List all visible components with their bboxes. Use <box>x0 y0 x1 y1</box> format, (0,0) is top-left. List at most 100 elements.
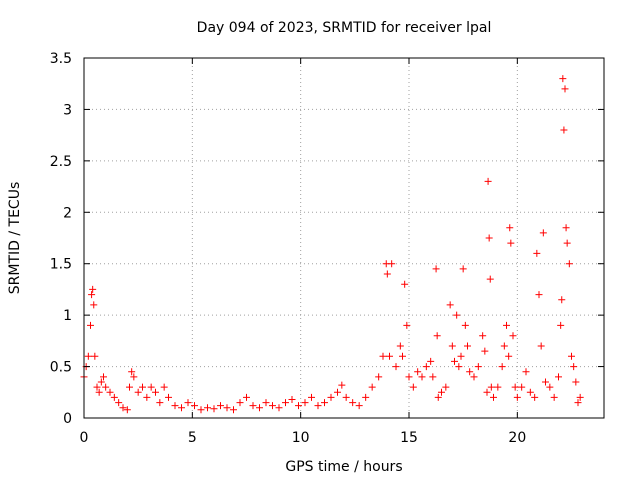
data-point <box>147 383 155 391</box>
data-point <box>269 402 276 410</box>
x-tick-label: 10 <box>292 430 310 446</box>
data-point <box>507 239 515 247</box>
data-point <box>459 265 467 273</box>
data-point <box>438 388 445 396</box>
data-point <box>503 321 510 329</box>
data-point <box>223 404 231 412</box>
data-point <box>89 285 97 293</box>
data-point <box>368 383 376 391</box>
data-point <box>409 383 417 391</box>
y-tick-label: 0 <box>63 411 72 427</box>
axis-ticks: 0 5 10 15 20 0 0.5 1 1.5 2 2.5 3 3.5 <box>50 51 604 446</box>
data-point <box>295 402 302 410</box>
data-point <box>403 321 411 329</box>
data-point <box>338 381 346 389</box>
data-point <box>422 363 430 371</box>
data-point <box>156 399 164 407</box>
data-point <box>479 332 487 340</box>
y-tick-label: 2.5 <box>50 154 72 170</box>
data-point <box>84 352 92 360</box>
data-point <box>128 368 136 376</box>
data-point <box>432 265 440 273</box>
data-point <box>457 352 465 360</box>
data-point <box>249 402 257 410</box>
data-point <box>87 321 94 329</box>
data-point <box>95 388 103 396</box>
data-point <box>563 239 571 247</box>
data-point <box>537 342 545 350</box>
data-point <box>282 399 289 407</box>
data-point <box>97 378 105 386</box>
data-point <box>562 224 570 232</box>
data-point <box>314 402 322 410</box>
data-point <box>494 383 502 391</box>
data-point <box>570 363 578 371</box>
data-point <box>509 332 517 340</box>
data-point <box>262 399 270 407</box>
data-point <box>236 399 244 407</box>
data-point <box>568 352 575 360</box>
data-point <box>451 357 458 365</box>
x-tick-label: 0 <box>80 430 89 446</box>
data-point <box>560 126 568 134</box>
data-point <box>546 383 554 391</box>
data-point <box>487 383 495 391</box>
data-point <box>464 342 471 350</box>
data-point <box>429 373 437 381</box>
data-point <box>243 393 250 401</box>
data-point <box>349 399 357 407</box>
data-point <box>93 383 101 391</box>
data-point <box>388 260 396 268</box>
grid-lines <box>84 58 604 418</box>
y-axis-label: SRMTID / TECUs <box>7 182 23 295</box>
data-point <box>90 301 98 309</box>
data-point <box>535 291 543 299</box>
data-point <box>518 383 526 391</box>
data-point <box>433 332 441 340</box>
data-point <box>379 352 387 360</box>
data-points <box>80 75 584 414</box>
data-point <box>490 393 497 401</box>
data-point <box>152 388 159 396</box>
data-point <box>461 321 469 329</box>
y-tick-label: 0.5 <box>50 360 72 376</box>
data-point <box>191 402 198 410</box>
x-tick-label: 15 <box>400 430 418 446</box>
data-point <box>110 393 118 401</box>
data-point <box>106 388 114 396</box>
data-point <box>446 301 454 309</box>
data-point <box>184 399 192 407</box>
data-point <box>539 229 547 237</box>
data-point <box>481 347 489 355</box>
data-point <box>91 352 99 360</box>
data-point <box>334 388 341 396</box>
data-point <box>399 352 406 360</box>
data-point <box>466 368 474 376</box>
data-point <box>139 383 146 391</box>
data-point <box>134 388 142 396</box>
data-point <box>165 393 172 401</box>
data-point <box>204 404 211 412</box>
data-point <box>474 363 482 371</box>
chart-title: Day 094 of 2023, SRMTID for receiver lpa… <box>197 20 492 36</box>
data-point <box>470 373 478 381</box>
data-point <box>442 383 450 391</box>
data-point <box>558 296 566 304</box>
data-point <box>217 402 224 410</box>
data-point <box>119 404 127 412</box>
y-tick-label: 2 <box>63 205 72 221</box>
data-point <box>230 406 237 414</box>
plot-frame <box>83 57 605 419</box>
data-point <box>123 406 131 414</box>
data-point <box>342 393 350 401</box>
x-tick-label: 5 <box>188 430 197 446</box>
data-point <box>396 342 404 350</box>
data-point <box>572 378 580 386</box>
data-point <box>484 177 492 185</box>
data-point <box>355 402 363 410</box>
data-point <box>486 275 494 283</box>
data-point <box>559 75 567 83</box>
data-point <box>522 368 530 376</box>
